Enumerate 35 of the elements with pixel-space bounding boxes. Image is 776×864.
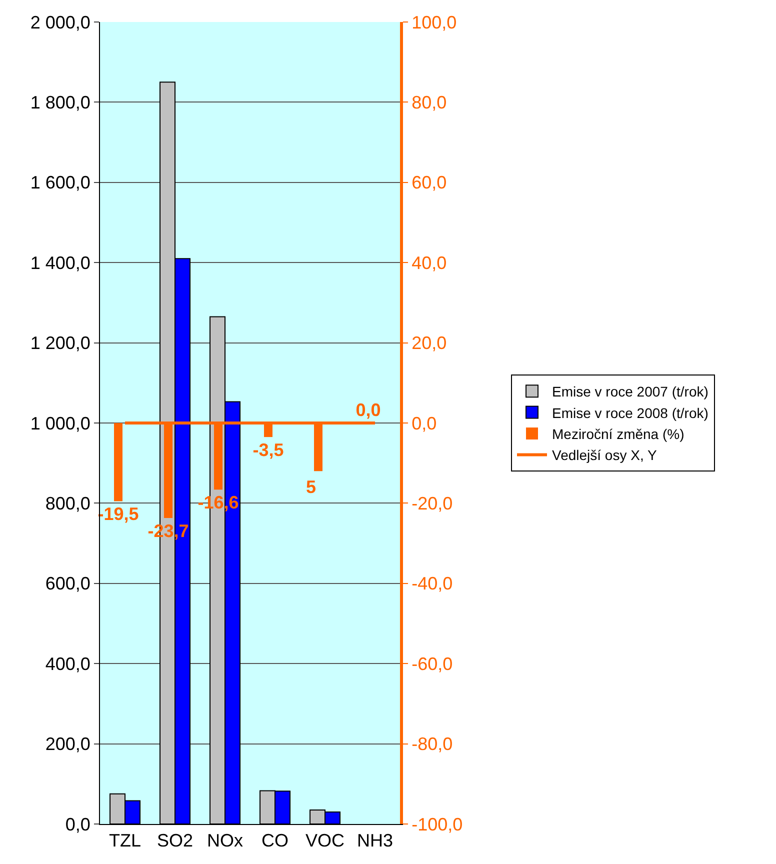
y-tick-label: 400,0 (45, 654, 90, 674)
y2-tick-label: -20,0 (412, 494, 453, 514)
x-tick-label: TZL (108, 830, 142, 851)
data-label: 0,0 (356, 400, 381, 420)
x-tick-label: VOC (305, 830, 345, 851)
y2-tick-label: -60,0 (412, 654, 453, 674)
annotation: 5 (306, 477, 316, 497)
y2-tick-label: 80,0 (412, 92, 447, 112)
data-label: -3,5 (252, 440, 284, 460)
x-tick-label: CO (262, 830, 288, 851)
y2-tick-label: -40,0 (412, 574, 453, 594)
y2-tick-label: 100,0 (412, 12, 457, 32)
y-tick-label: 0,0 (65, 814, 90, 834)
y-tick-label: 1 400,0 (30, 252, 90, 273)
y-tick-label: 2 000,0 (30, 12, 90, 32)
x-tick-label: SO2 (156, 830, 194, 851)
y-tick-label: 600,0 (45, 574, 90, 594)
y-tick-label: 1 800,0 (30, 92, 90, 112)
y-tick-label: 800,0 (45, 494, 90, 514)
y-tick-label: 1 200,0 (30, 333, 90, 354)
y-tick-label: 1 000,0 (30, 413, 90, 434)
y2-tick-label: 60,0 (412, 172, 447, 193)
x-tick-label: NOx (207, 830, 243, 851)
y-tick-label: 200,0 (45, 734, 90, 754)
y-tick-label: 1 600,0 (30, 172, 90, 193)
y2-tick-label: 40,0 (412, 252, 447, 273)
legend-label: Emise v roce 2008 (t/rok) (552, 404, 708, 421)
x-tick-label: NH3 (356, 830, 394, 851)
legend-label: Vedlejší osy X, Y (552, 447, 658, 464)
legend-label: Meziroční změna (%) (552, 426, 684, 442)
legend-label: Emise v roce 2007 (t/rok) (552, 384, 708, 400)
y2-tick-label: 20,0 (412, 333, 447, 354)
y2-tick-label: 0,0 (412, 413, 437, 434)
y2-tick-label: -80,0 (412, 734, 453, 754)
y2-tick-label: -100,0 (412, 814, 463, 834)
